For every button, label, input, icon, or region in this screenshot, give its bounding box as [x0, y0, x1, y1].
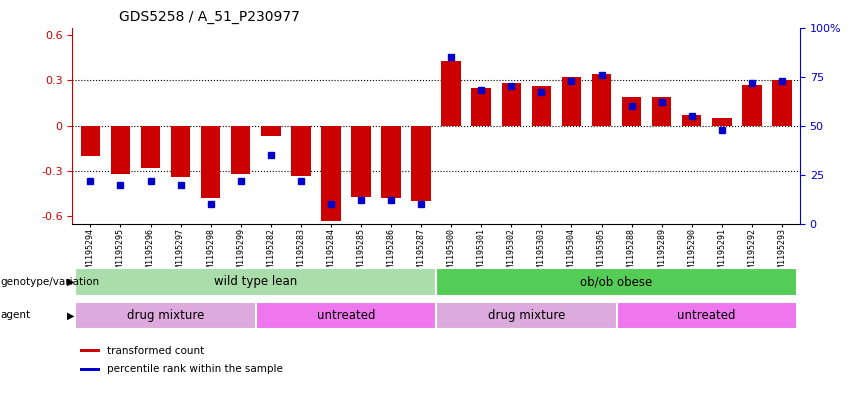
Bar	[76, 268, 436, 296]
Bar	[231, 126, 250, 174]
Bar	[772, 81, 791, 126]
Text: GDS5258 / A_51_P230977: GDS5258 / A_51_P230977	[119, 10, 300, 24]
Bar	[436, 302, 616, 329]
Bar	[256, 302, 436, 329]
Bar	[442, 61, 461, 126]
Text: genotype/variation: genotype/variation	[1, 277, 100, 287]
Text: drug mixture: drug mixture	[127, 309, 204, 322]
Bar	[201, 126, 220, 198]
Bar	[111, 126, 130, 174]
Bar	[742, 85, 762, 126]
Bar	[261, 126, 281, 136]
Bar	[471, 88, 491, 126]
Text: drug mixture: drug mixture	[488, 309, 565, 322]
Bar	[652, 97, 671, 126]
Bar	[80, 368, 100, 371]
Bar	[76, 302, 256, 329]
Bar	[171, 126, 191, 177]
Text: untreated: untreated	[677, 309, 736, 322]
Bar	[436, 268, 797, 296]
Text: agent: agent	[1, 310, 31, 320]
Bar	[501, 83, 521, 126]
Bar	[81, 126, 100, 156]
Bar	[532, 86, 551, 126]
Bar	[351, 126, 371, 197]
Text: untreated: untreated	[317, 309, 375, 322]
Text: wild type lean: wild type lean	[214, 275, 297, 288]
Bar	[622, 97, 642, 126]
Bar	[291, 126, 311, 176]
Bar	[712, 118, 732, 126]
Bar	[682, 115, 701, 126]
Text: transformed count: transformed count	[107, 345, 204, 356]
Text: percentile rank within the sample: percentile rank within the sample	[107, 364, 283, 375]
Text: ▶: ▶	[67, 310, 75, 320]
Bar	[140, 126, 160, 168]
Bar	[321, 126, 340, 221]
Bar	[616, 302, 797, 329]
Bar	[591, 74, 611, 126]
Bar	[80, 349, 100, 352]
Bar	[381, 126, 401, 198]
Bar	[562, 77, 581, 126]
Bar	[411, 126, 431, 201]
Text: ▶: ▶	[67, 277, 75, 287]
Text: ob/ob obese: ob/ob obese	[580, 275, 653, 288]
